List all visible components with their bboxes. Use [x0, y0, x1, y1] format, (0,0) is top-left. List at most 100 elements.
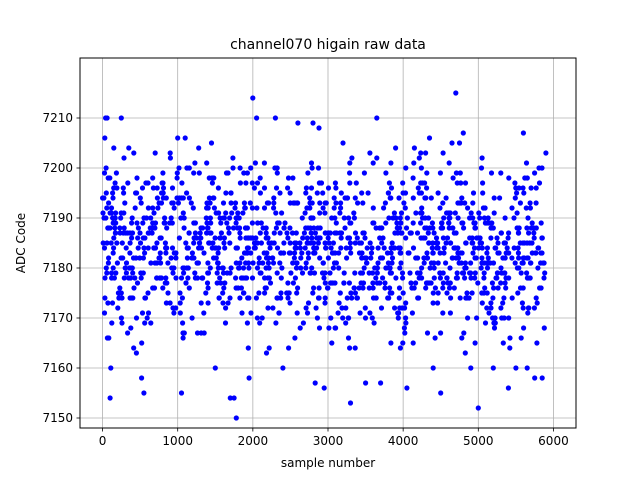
data-point: [331, 260, 338, 266]
data-point: [520, 130, 527, 136]
data-point: [406, 250, 412, 256]
data-point: [332, 325, 338, 331]
data-point: [339, 305, 345, 311]
data-point: [352, 240, 358, 246]
data-point: [312, 380, 318, 386]
data-point: [342, 195, 348, 201]
data-point: [211, 205, 217, 211]
data-point: [477, 240, 483, 246]
data-point: [207, 215, 213, 221]
data-point: [183, 280, 189, 286]
data-point: [361, 265, 367, 271]
data-point: [207, 265, 213, 271]
data-point: [176, 165, 182, 171]
data-point: [312, 230, 318, 236]
data-point: [184, 165, 190, 171]
data-point: [257, 175, 263, 181]
data-point: [352, 290, 358, 296]
data-point: [524, 270, 530, 276]
data-point: [475, 405, 481, 411]
data-point: [541, 275, 547, 281]
data-point: [491, 325, 498, 331]
data-point: [446, 215, 452, 221]
data-point: [265, 305, 271, 311]
data-point: [474, 315, 480, 321]
data-point: [392, 305, 398, 311]
data-point: [105, 225, 111, 231]
data-point: [538, 285, 544, 291]
data-point: [520, 260, 526, 266]
data-point: [467, 270, 473, 276]
data-point: [401, 325, 407, 331]
data-point: [239, 310, 245, 316]
data-point: [244, 320, 250, 326]
data-point: [370, 285, 376, 291]
data-point: [388, 185, 395, 191]
data-point: [229, 210, 235, 216]
data-point: [352, 270, 358, 276]
data-point: [198, 300, 204, 306]
data-point: [521, 190, 527, 196]
data-point: [385, 260, 391, 266]
data-point: [503, 275, 509, 281]
data-point: [525, 310, 531, 316]
data-point: [539, 165, 545, 171]
data-point: [374, 270, 380, 276]
data-point: [525, 305, 532, 311]
data-point: [238, 285, 244, 291]
data-point: [450, 175, 456, 181]
data-point: [309, 165, 315, 171]
data-point: [429, 220, 435, 226]
data-point: [109, 275, 115, 281]
data-point: [538, 220, 544, 226]
data-point: [479, 155, 485, 161]
data-point: [485, 215, 491, 221]
data-point: [123, 245, 129, 251]
data-point: [424, 255, 431, 261]
data-point: [257, 320, 263, 326]
data-point: [399, 230, 405, 236]
data-point: [235, 225, 241, 231]
data-point: [205, 300, 211, 306]
data-point: [463, 240, 469, 246]
data-point: [410, 175, 416, 181]
data-point: [230, 225, 237, 231]
data-point: [438, 390, 444, 396]
data-point: [515, 245, 521, 251]
data-point: [203, 215, 209, 221]
data-point: [259, 315, 265, 321]
data-point: [119, 240, 125, 246]
data-point: [240, 265, 247, 271]
data-point: [272, 115, 278, 121]
data-point: [340, 315, 346, 321]
data-point: [447, 310, 453, 316]
data-point: [313, 305, 319, 311]
data-point: [389, 260, 395, 266]
data-point: [137, 230, 143, 236]
x-tick-label: 5000: [463, 434, 494, 448]
data-point: [205, 260, 211, 266]
data-point: [297, 325, 303, 331]
data-point: [479, 300, 485, 306]
data-point: [164, 225, 170, 231]
data-point: [343, 305, 349, 311]
data-point: [410, 340, 416, 346]
data-point: [100, 240, 106, 246]
data-point: [214, 280, 220, 286]
data-point: [248, 310, 254, 316]
data-point: [212, 365, 218, 371]
data-point: [258, 220, 264, 226]
data-point: [280, 365, 286, 371]
data-point: [137, 195, 143, 201]
data-point: [189, 315, 195, 321]
data-point: [431, 265, 437, 271]
data-point: [230, 165, 236, 171]
data-point: [416, 190, 422, 196]
data-point: [150, 285, 156, 291]
x-tick-label: 3000: [313, 434, 344, 448]
data-point: [113, 270, 119, 276]
data-point: [281, 250, 287, 256]
data-point: [478, 265, 484, 271]
data-point: [121, 190, 127, 196]
data-point: [457, 250, 463, 256]
